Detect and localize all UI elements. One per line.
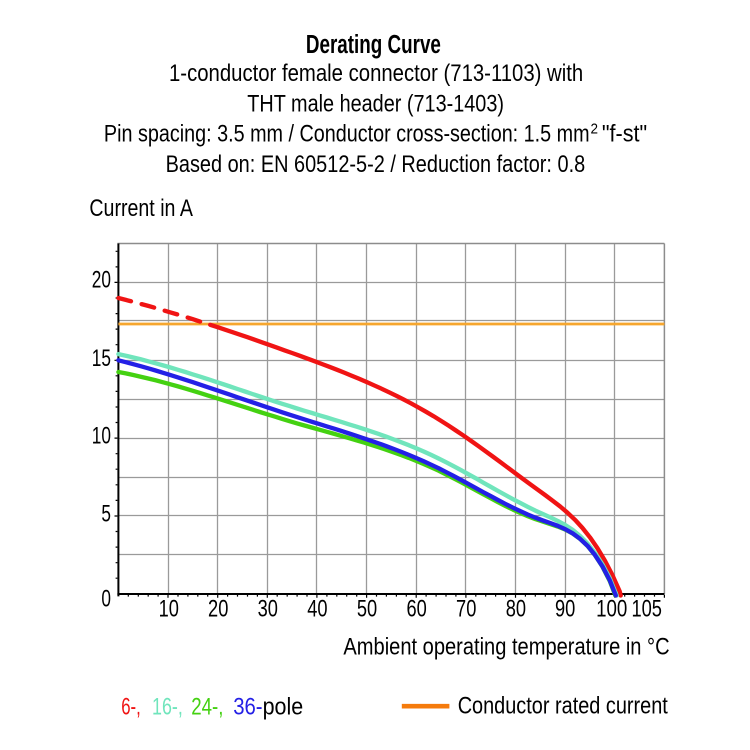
svg-text:1-conductor female connector (: 1-conductor female connector (713-1103) … bbox=[169, 60, 583, 87]
svg-text:Pin spacing: 3.5 mm / Conducto: Pin spacing: 3.5 mm / Conductor cross-se… bbox=[104, 121, 590, 148]
svg-text:90: 90 bbox=[555, 595, 575, 622]
svg-text:Based on: EN 60512-5-2 / Reduc: Based on: EN 60512-5-2 / Reduction facto… bbox=[166, 151, 586, 178]
svg-text:2: 2 bbox=[591, 121, 599, 138]
svg-text:70: 70 bbox=[456, 595, 476, 622]
svg-text:THT male header (713-1403): THT male header (713-1403) bbox=[247, 90, 504, 117]
svg-text:0: 0 bbox=[101, 585, 111, 612]
svg-text:50: 50 bbox=[357, 595, 377, 622]
svg-text:pole: pole bbox=[263, 694, 304, 721]
svg-text:16-,: 16-, bbox=[152, 694, 183, 721]
svg-text:Derating Curve: Derating Curve bbox=[306, 31, 441, 59]
svg-text:15: 15 bbox=[92, 345, 111, 372]
svg-text:80: 80 bbox=[506, 595, 526, 622]
svg-text:105: 105 bbox=[631, 595, 662, 622]
svg-text:"f-st": "f-st" bbox=[602, 121, 647, 148]
svg-text:5: 5 bbox=[101, 501, 111, 528]
svg-text:Conductor rated current: Conductor rated current bbox=[458, 693, 668, 720]
svg-text:10: 10 bbox=[159, 595, 179, 622]
svg-text:100: 100 bbox=[596, 595, 627, 622]
svg-text:30: 30 bbox=[258, 595, 278, 622]
svg-text:20: 20 bbox=[92, 267, 111, 294]
svg-text:36-: 36- bbox=[233, 694, 262, 721]
svg-text:Current in A: Current in A bbox=[89, 195, 193, 222]
svg-text:6-,: 6-, bbox=[121, 694, 141, 721]
svg-text:10: 10 bbox=[92, 423, 111, 450]
svg-text:60: 60 bbox=[406, 595, 426, 622]
svg-text:40: 40 bbox=[307, 595, 327, 622]
svg-text:24-,: 24-, bbox=[191, 694, 223, 721]
svg-text:20: 20 bbox=[208, 595, 228, 622]
svg-text:Ambient operating temperature: Ambient operating temperature in °C bbox=[343, 633, 669, 660]
